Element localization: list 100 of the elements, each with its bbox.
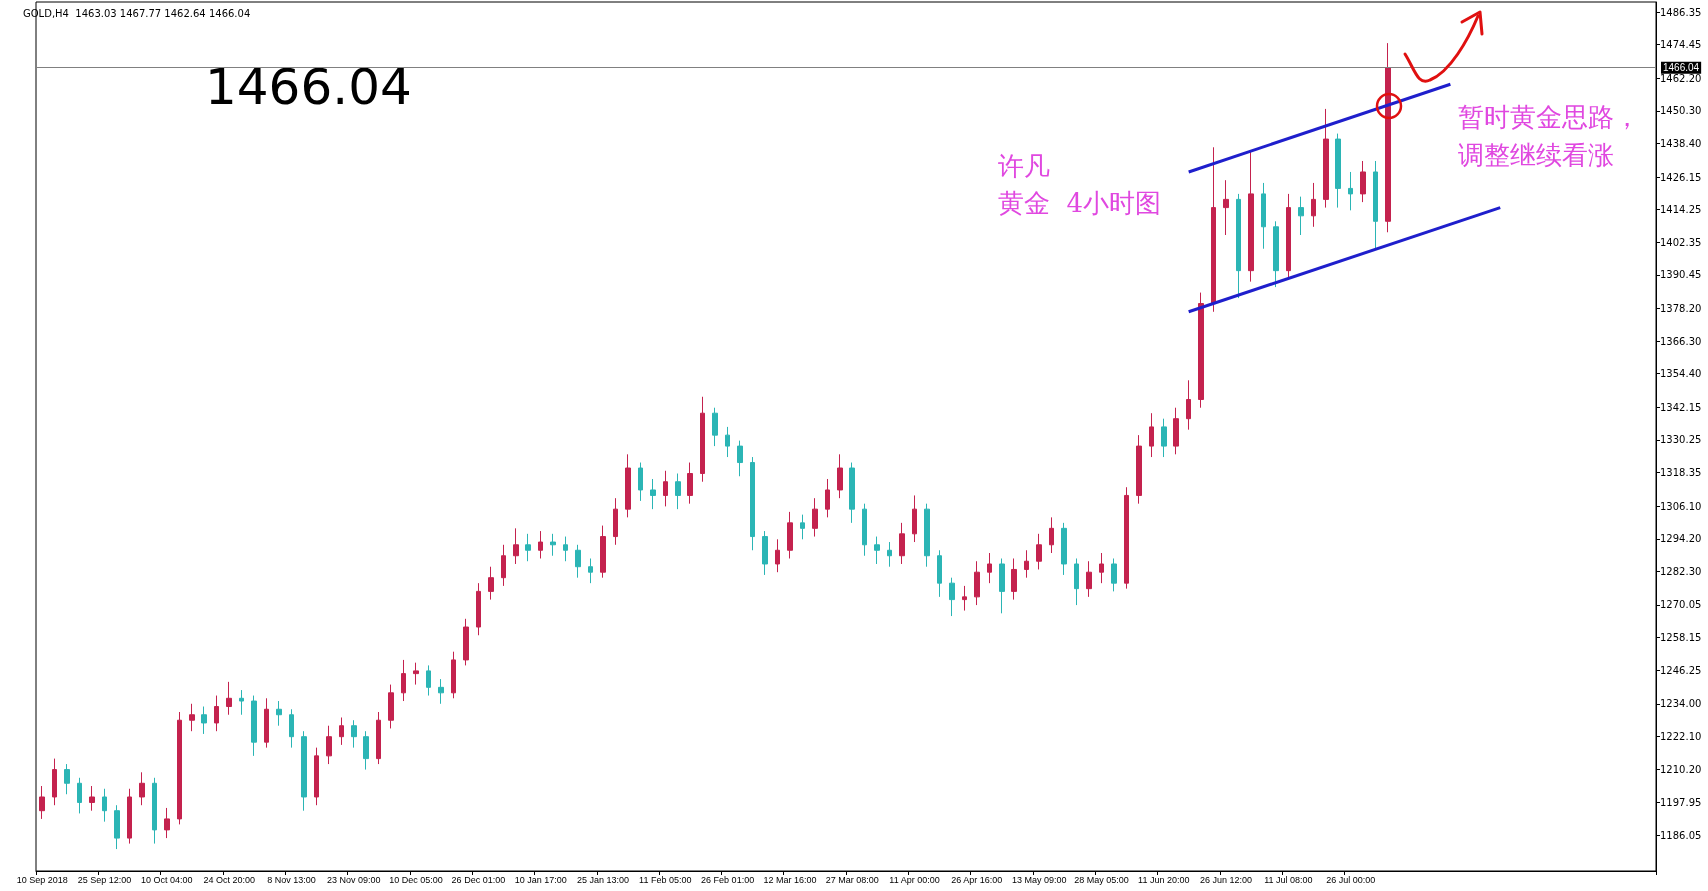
y-tick-label: 1210.20 (1660, 763, 1702, 775)
y-tick-label: 1366.30 (1660, 335, 1702, 347)
candlestick (1111, 557, 1117, 592)
candlestick (800, 514, 805, 540)
y-tick-label: 1197.95 (1660, 797, 1702, 809)
candlestick (152, 777, 157, 845)
candlestick (1124, 486, 1129, 590)
y-tick-label: 1414.25 (1660, 204, 1702, 216)
candlestick (812, 497, 818, 538)
x-tick-label: 23 Nov 09:00 (327, 874, 381, 885)
candlestick (1186, 379, 1191, 431)
candlestick (563, 536, 568, 562)
x-tick-label: 13 May 09:00 (1011, 874, 1067, 885)
candlestick (201, 706, 207, 735)
y-tick-label: 1234.00 (1660, 698, 1702, 710)
x-tick-label: 8 Nov 13:00 (267, 874, 316, 885)
candlestick (638, 462, 643, 502)
candlestick (1099, 552, 1104, 584)
candlestick (276, 700, 282, 727)
candlestick (513, 527, 519, 565)
y-tick-label: 1270.05 (1660, 599, 1702, 611)
x-tick-label: 11 Apr 00:00 (889, 874, 940, 885)
candlestick (426, 664, 431, 697)
y-tick-label: 1282.30 (1660, 565, 1702, 577)
candlestick (987, 552, 992, 584)
x-tick-label: 26 Jun 12:00 (1200, 874, 1253, 885)
candlestick (937, 549, 942, 598)
candlestick (1373, 160, 1378, 250)
candlestick (1348, 171, 1353, 211)
candlestick (1198, 292, 1204, 409)
candlestick (351, 719, 357, 749)
candlestick (575, 544, 581, 579)
candlestick (363, 730, 369, 771)
y-tick-label: 1474.45 (1660, 39, 1702, 51)
candlestick (962, 585, 967, 612)
candlestick (762, 530, 768, 576)
candlestick (825, 478, 830, 518)
annotation: 暂时黄金思路， (1458, 102, 1640, 132)
candlestick (949, 577, 955, 617)
candlestick (301, 730, 307, 812)
x-tick-label: 25 Jan 13:00 (576, 874, 630, 885)
candlestick (501, 544, 506, 587)
y-tick-label: 1462.20 (1660, 72, 1702, 84)
candlestick (1236, 193, 1241, 299)
x-tick-label: 11 Feb 05:00 (639, 874, 692, 885)
candlestick (1011, 557, 1017, 601)
annotation: 调整继续看涨 (1458, 140, 1614, 170)
candlestick (725, 426, 730, 458)
y-tick-label: 1318.35 (1660, 467, 1702, 479)
y-tick-label: 1426.15 (1660, 171, 1702, 183)
candlestick (226, 681, 232, 716)
candlestick (1211, 146, 1216, 313)
candlestick (89, 785, 95, 812)
y-tick-label: 1186.05 (1660, 829, 1702, 841)
candlestick (1360, 160, 1366, 203)
candlestick (874, 536, 880, 565)
candlestick (912, 494, 917, 543)
candlestick (289, 708, 294, 749)
candlestick (39, 785, 45, 820)
y-tick-label: 1246.25 (1660, 664, 1702, 676)
text: GOLD,H4 1463.03 1467.77 1462.64 1466.04 (23, 7, 251, 19)
candlestick (127, 788, 132, 845)
candlestick (451, 651, 456, 699)
candlestick (787, 511, 793, 559)
annotation: 黄金 4小时图 (998, 188, 1162, 218)
y-tick-label: 1402.35 (1660, 236, 1702, 248)
candlestick (264, 697, 269, 749)
candlestick (1385, 42, 1391, 233)
candlestick (438, 678, 444, 705)
candlestick (837, 453, 843, 499)
candlestick (214, 695, 219, 732)
x-tick-label: 10 Sep 2018 (16, 874, 68, 885)
candlestick (538, 530, 543, 559)
y-tick-label: 1330.25 (1660, 434, 1702, 446)
candlestick (1074, 557, 1079, 606)
x-tick-label: 26 Dec 01:00 (451, 874, 506, 885)
candlestick (1149, 412, 1154, 458)
y-tick-label: 1354.40 (1660, 368, 1702, 380)
x-tick-label: 11 Jun 20:00 (1138, 874, 1190, 885)
y-tick-label: 1438.40 (1660, 137, 1702, 149)
x-tick-label: 10 Oct 04:00 (141, 874, 193, 885)
y-tick-label: 1486.35 (1660, 6, 1702, 18)
candlestick (899, 522, 905, 565)
candlestick (339, 716, 344, 746)
candlestick (700, 396, 705, 483)
candlestick (600, 525, 606, 579)
candlestick (1298, 196, 1304, 236)
candlestick (102, 788, 107, 823)
y-tick-label: 1306.10 (1660, 500, 1702, 512)
candlestick (550, 533, 556, 557)
candlestick (750, 456, 755, 551)
candlestick (862, 503, 867, 557)
x-tick-label: 26 Apr 16:00 (951, 874, 1003, 885)
y-tick-label: 1378.20 (1660, 302, 1702, 314)
candlestick (1136, 434, 1142, 505)
candlestick (1223, 179, 1229, 236)
candlestick (314, 747, 319, 806)
candlestick (588, 557, 593, 584)
candlestick (114, 804, 120, 850)
candlestick (239, 689, 244, 716)
